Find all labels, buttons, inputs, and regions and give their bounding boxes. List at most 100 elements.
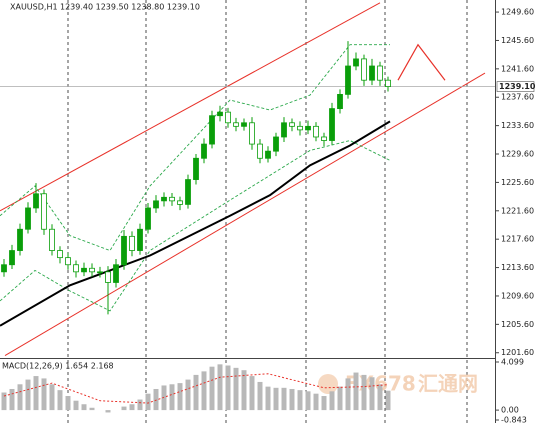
- macd-bar: [49, 384, 55, 411]
- candle-body: [73, 264, 79, 273]
- macd-bar: [257, 381, 263, 411]
- macd-bar: [1, 392, 7, 411]
- macd-bar: [241, 370, 247, 411]
- candle-body: [273, 136, 279, 152]
- candle-body: [185, 179, 191, 205]
- macd-bar: [225, 365, 231, 411]
- macd-bar: [201, 371, 207, 411]
- y-tick-label: 1201.60: [501, 348, 534, 357]
- macd-bar: [353, 372, 359, 411]
- y-tick-label: 1205.60: [501, 320, 534, 329]
- moving-average: [0, 120, 391, 327]
- y-tick-label: 1225.60: [501, 178, 534, 187]
- channel-line: [4, 72, 486, 357]
- macd-bar: [321, 396, 327, 411]
- candle-body: [25, 207, 31, 230]
- macd-bar: [345, 378, 351, 411]
- candle-body: [1, 264, 7, 273]
- bollinger-band: [0, 140, 391, 312]
- macd-bar: [153, 388, 159, 411]
- candle-body: [105, 271, 111, 283]
- macd-bar: [313, 393, 319, 411]
- candle-body: [161, 196, 167, 202]
- candle-body: [257, 143, 263, 159]
- macd-bar: [385, 390, 391, 411]
- candle-body: [57, 250, 63, 259]
- macd-bar: [129, 404, 135, 411]
- candle-body: [121, 235, 127, 266]
- macd-bar: [41, 378, 47, 411]
- macd-bar: [65, 396, 71, 411]
- macd-bar: [137, 399, 143, 411]
- candle-body: [233, 122, 239, 127]
- watermark-cn: 汇通网: [418, 372, 478, 396]
- candle-body: [33, 193, 39, 209]
- macd-bar: [33, 376, 39, 411]
- candle-body: [241, 122, 247, 127]
- macd-bar: [265, 386, 271, 411]
- macd-bar: [89, 407, 95, 411]
- macd-bar: [329, 391, 335, 411]
- candle-body: [369, 65, 375, 81]
- macd-bar: [121, 406, 127, 411]
- macd-bar: [17, 384, 23, 411]
- candle-body: [377, 65, 383, 81]
- y-tick-label: 1213.60: [501, 263, 534, 272]
- channel-line: [0, 2, 381, 212]
- candle-body: [137, 228, 143, 251]
- macd-bar: [105, 410, 111, 413]
- candle-body: [337, 93, 343, 109]
- candle-body: [353, 58, 359, 67]
- macd-bar: [305, 391, 311, 411]
- macd-bar: [209, 366, 215, 411]
- candle-body: [225, 111, 231, 124]
- macd-bar: [185, 379, 191, 411]
- candle-body: [145, 207, 151, 230]
- y-tick-label: 1217.60: [501, 235, 534, 244]
- candle-body: [209, 115, 215, 145]
- macd-bar: [361, 374, 367, 411]
- y-tick-label: 1229.60: [501, 150, 534, 159]
- candle-body: [9, 250, 15, 266]
- candle-body: [169, 196, 175, 202]
- forecast-line: [397, 43, 446, 81]
- macd-title: MACD(12,26,9) 1.654 2.168: [2, 362, 114, 371]
- candle-body: [217, 111, 223, 117]
- candle-body: [289, 122, 295, 127]
- candle-body: [17, 228, 23, 251]
- macd-bar: [289, 388, 295, 411]
- candle-body: [361, 58, 367, 81]
- candle-body: [49, 228, 55, 251]
- last-price-label: 1239.10: [499, 82, 535, 91]
- macd-bar: [57, 390, 63, 411]
- candle-body: [153, 200, 159, 209]
- candle-body: [89, 267, 95, 273]
- macd-bar: [25, 379, 31, 411]
- candle-body: [201, 143, 207, 159]
- candle-body: [305, 125, 311, 131]
- candle-body: [281, 122, 287, 138]
- candle-body: [345, 65, 351, 95]
- y-tick-label: 1237.60: [501, 93, 534, 102]
- macd-bar: [377, 384, 383, 411]
- y-tick-label: 1245.60: [501, 36, 534, 45]
- candle-body: [329, 108, 335, 141]
- macd-bar: [9, 388, 15, 411]
- macd-bar: [177, 383, 183, 411]
- macd-bar: [249, 376, 255, 411]
- macd-bar: [145, 393, 151, 411]
- macd-y-tick-label: 0.00: [501, 406, 519, 415]
- macd-bar: [193, 374, 199, 411]
- candle-body: [385, 79, 391, 87]
- macd-bar: [233, 367, 239, 411]
- macd-bar: [281, 387, 287, 411]
- y-tick-label: 1249.60: [501, 8, 534, 17]
- last-price-box: [496, 81, 535, 92]
- macd-bar: [169, 384, 175, 411]
- macd-bar: [217, 364, 223, 411]
- candle-body: [113, 264, 119, 283]
- macd-bar: [73, 400, 79, 411]
- candle-body: [41, 193, 47, 230]
- candle-body: [177, 200, 183, 205]
